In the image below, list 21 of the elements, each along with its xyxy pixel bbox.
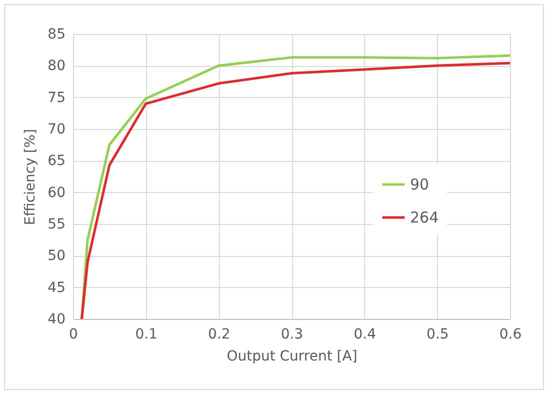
x-tick-label: 0 — [69, 326, 78, 342]
legend-label: 264 — [410, 208, 439, 226]
legend-label: 90 — [410, 176, 430, 194]
x-tick-label: 0.4 — [354, 326, 376, 342]
y-tick-label: 65 — [48, 153, 66, 170]
y-tick-label: 50 — [48, 248, 66, 264]
y-tick-label: 60 — [48, 184, 66, 201]
y-tick-label: 55 — [48, 216, 66, 232]
y-axis-title: Efficiency [%] — [22, 128, 39, 226]
x-tick-label: 0.2 — [208, 326, 230, 342]
y-tick-label: 40 — [48, 312, 66, 328]
x-tick-label: 0.5 — [426, 326, 449, 342]
x-axis-title: Output Current [A] — [226, 348, 358, 364]
y-tick-label: 80 — [48, 58, 66, 74]
y-tick-label: 45 — [48, 280, 66, 296]
x-tick-label: 0.6 — [499, 326, 522, 342]
y-tick-label: 85 — [48, 26, 66, 42]
y-tick-label: 70 — [48, 122, 66, 138]
x-tick-label: 0.3 — [280, 326, 304, 342]
x-tick-label: 0.1 — [135, 326, 158, 342]
y-tick-label: 75 — [48, 90, 66, 106]
